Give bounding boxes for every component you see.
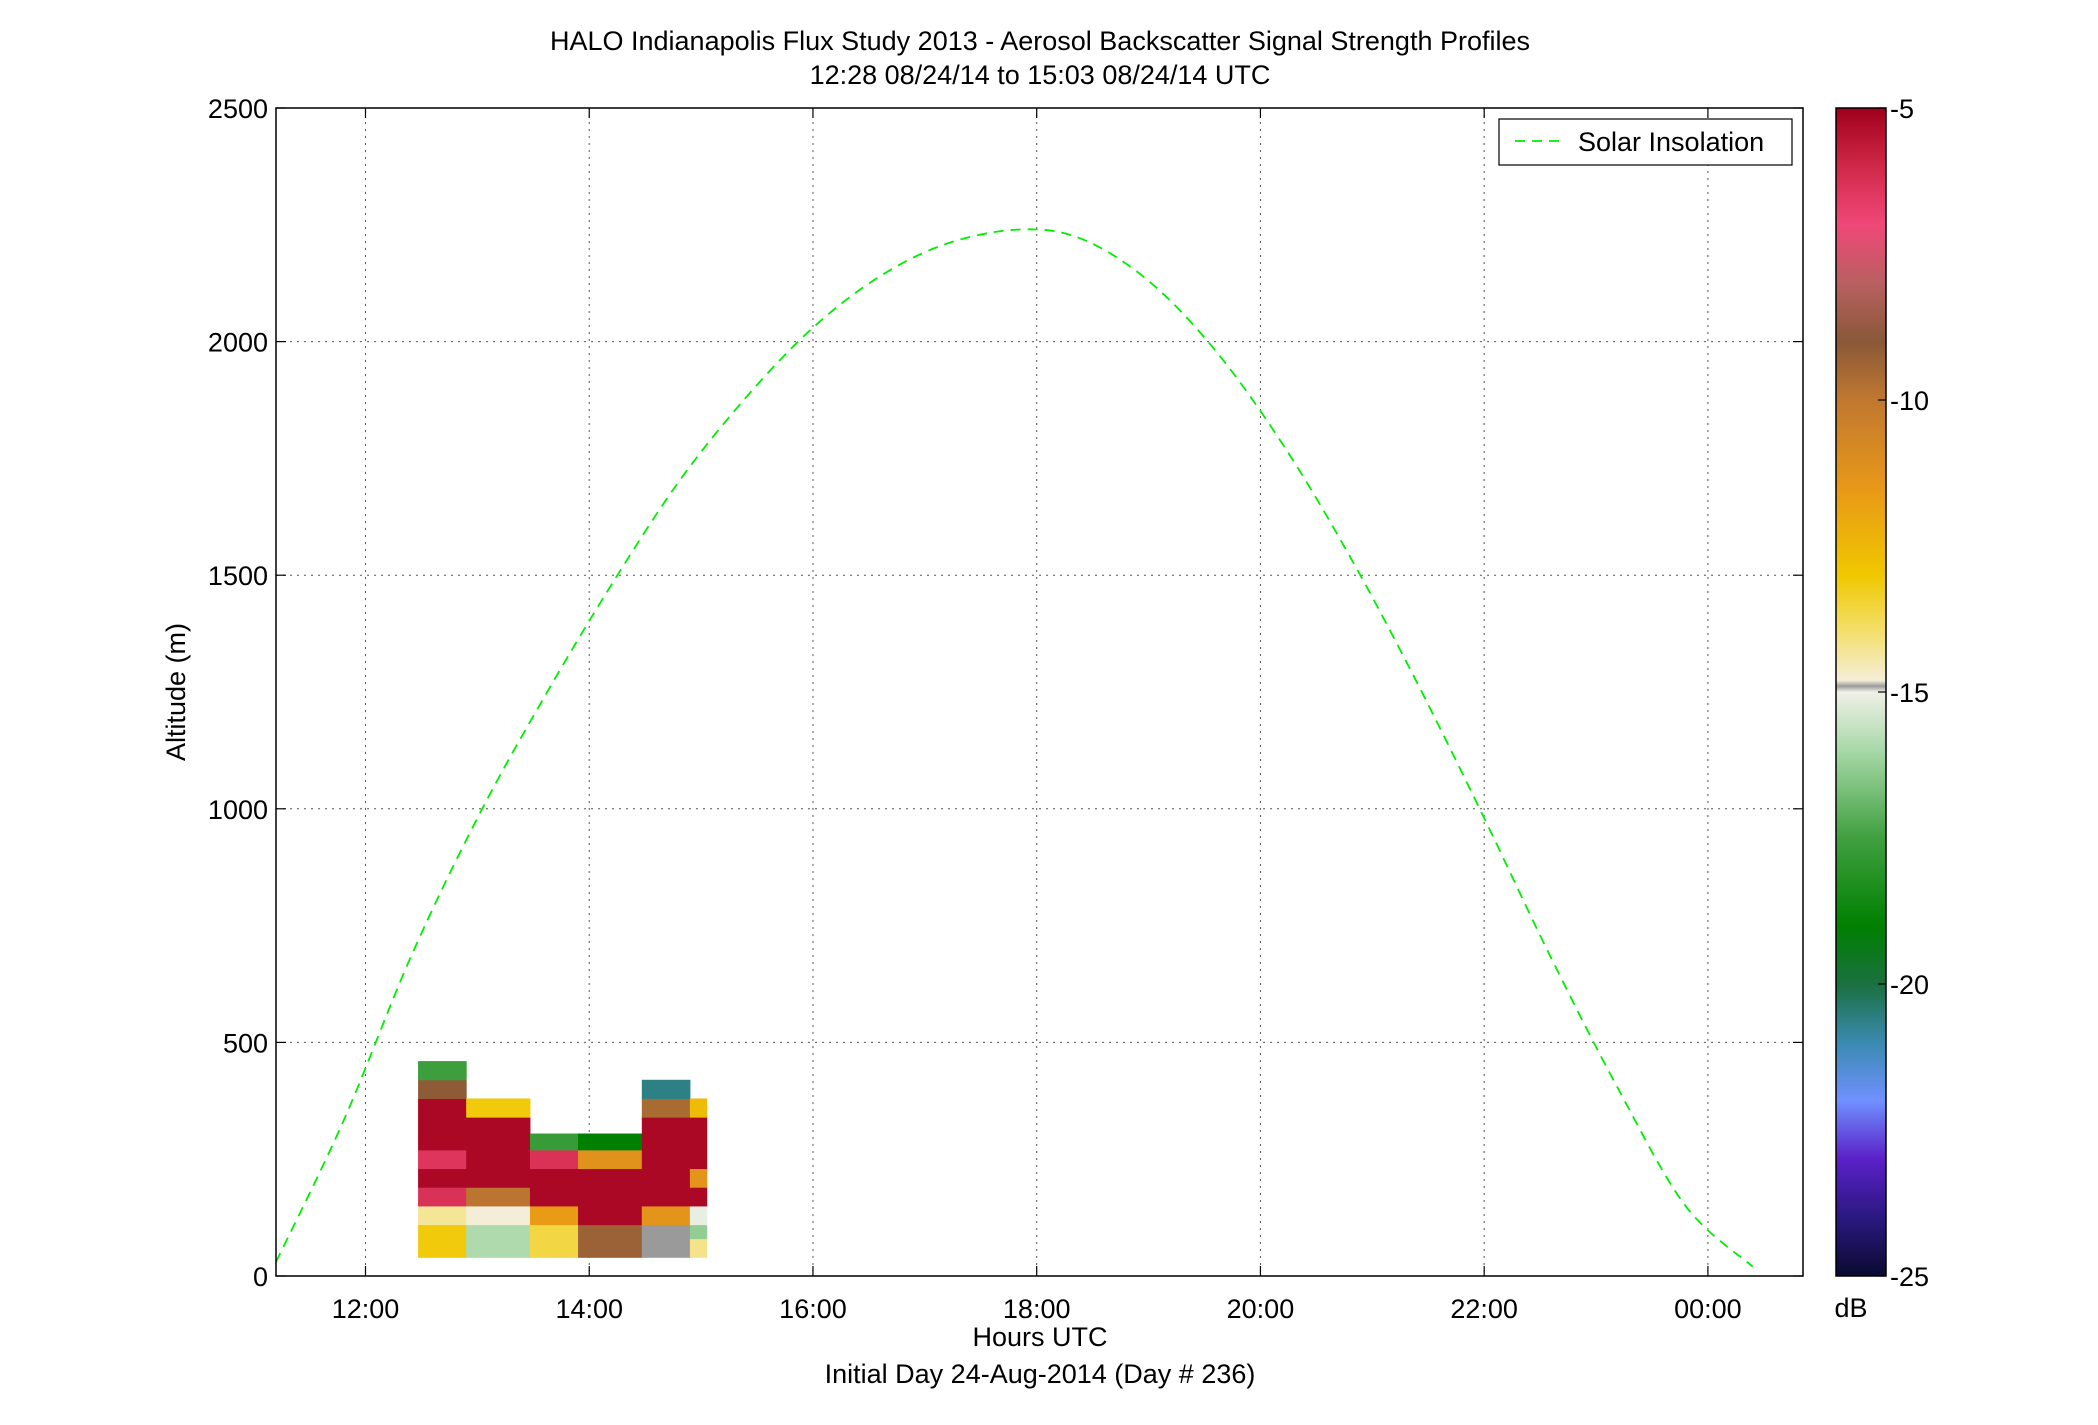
colorbar-tick-label: -25 (1890, 1262, 1929, 1292)
y-axis-label: Altitude (m) (161, 623, 191, 761)
colorbar-tick-label: -20 (1890, 970, 1929, 1000)
heatmap-cell (466, 1098, 531, 1118)
heatmap-cell (578, 1133, 643, 1151)
heatmap-cell (418, 1205, 467, 1226)
heatmap-cell (689, 1168, 708, 1188)
heatmap-cell (641, 1079, 691, 1099)
heatmap-cell (689, 1205, 708, 1226)
colorbar-fill (1836, 108, 1886, 1276)
legend-box (1498, 118, 1793, 166)
heatmap-cell (529, 1224, 579, 1258)
y-tick-label: 2000 (208, 328, 268, 358)
heatmap-cell (641, 1224, 691, 1258)
y-tick-label: 1500 (208, 561, 268, 591)
y-tick-label: 0 (253, 1262, 268, 1292)
heatmap-cell (529, 1149, 579, 1170)
heatmap-cell (466, 1187, 531, 1207)
heatmap-cell (689, 1098, 708, 1118)
heatmap-cell (466, 1117, 531, 1188)
series-lines (276, 228, 1754, 1268)
axis-ticks: 12:00 14:00 16:00 18:00 20:00 22:00 00:00 0 500 1… (208, 94, 1803, 1324)
x-tick-label: 20:00 (1227, 1294, 1295, 1324)
heatmap-cell (418, 1061, 467, 1081)
heatmap-cell (418, 1149, 467, 1170)
heatmap-cell (418, 1187, 467, 1207)
x-tick-label: 22:00 (1450, 1294, 1518, 1324)
x-axis-label: Hours UTC (972, 1322, 1107, 1352)
y-tick-label: 2500 (208, 94, 268, 124)
x-tick-label: 16:00 (779, 1294, 847, 1324)
heatmap-cell (466, 1205, 531, 1226)
heatmap-cell (418, 1224, 467, 1258)
heatmap-cell (529, 1168, 579, 1207)
x-axis-secondary-label: Initial Day 24-Aug-2014 (Day # 236) (825, 1359, 1256, 1389)
x-tick-label: 00:00 (1674, 1294, 1742, 1324)
heatmap-cell (641, 1098, 691, 1118)
heatmap-cell (466, 1224, 531, 1258)
plot-frame (275, 107, 1804, 1277)
chart-subtitle: 12:28 08/24/14 to 15:03 08/24/14 UTC (810, 60, 1271, 90)
heatmap-cell (641, 1205, 691, 1226)
series-line-solar-insolation (276, 228, 1754, 1268)
heatmap-cell (689, 1224, 708, 1240)
heatmap-cell (578, 1149, 643, 1170)
colorbar-tick-label: -10 (1890, 386, 1929, 416)
heatmap-cell (689, 1117, 708, 1170)
heatmap-cell (418, 1098, 467, 1151)
heatmap-cell (641, 1117, 691, 1207)
colorbar-frame (1835, 107, 1887, 1277)
heatmap-cell (529, 1133, 579, 1151)
colorbar-ticks: -5 -10 -15 -20 -25 (1878, 94, 1929, 1292)
colorbar-unit-label: dB (1834, 1293, 1867, 1323)
heatmap-cell (578, 1168, 643, 1226)
x-tick-label: 18:00 (1003, 1294, 1071, 1324)
heatmap-cells (418, 1061, 708, 1258)
y-tick-label: 500 (223, 1028, 268, 1058)
x-tick-label: 14:00 (555, 1294, 623, 1324)
colorbar: -5 -10 -15 -20 -25 dB (1834, 94, 1929, 1323)
heatmap-cell (689, 1238, 708, 1258)
y-tick-label: 1000 (208, 795, 268, 825)
colorbar-tick-label: -15 (1890, 678, 1929, 708)
legend: Solar Insolation (1498, 118, 1793, 166)
heatmap-cell (578, 1224, 643, 1258)
colorbar-tick-label: -5 (1890, 94, 1914, 124)
heatmap-cell (689, 1187, 708, 1207)
heatmap-cell (418, 1079, 467, 1099)
heatmap-cell (529, 1205, 579, 1226)
x-tick-label: 12:00 (332, 1294, 400, 1324)
chart-title: HALO Indianapolis Flux Study 2013 - Aero… (550, 26, 1530, 56)
plot-area (276, 108, 1803, 1276)
legend-label-solar-insolation: Solar Insolation (1578, 127, 1764, 157)
heatmap-cell (418, 1168, 467, 1188)
